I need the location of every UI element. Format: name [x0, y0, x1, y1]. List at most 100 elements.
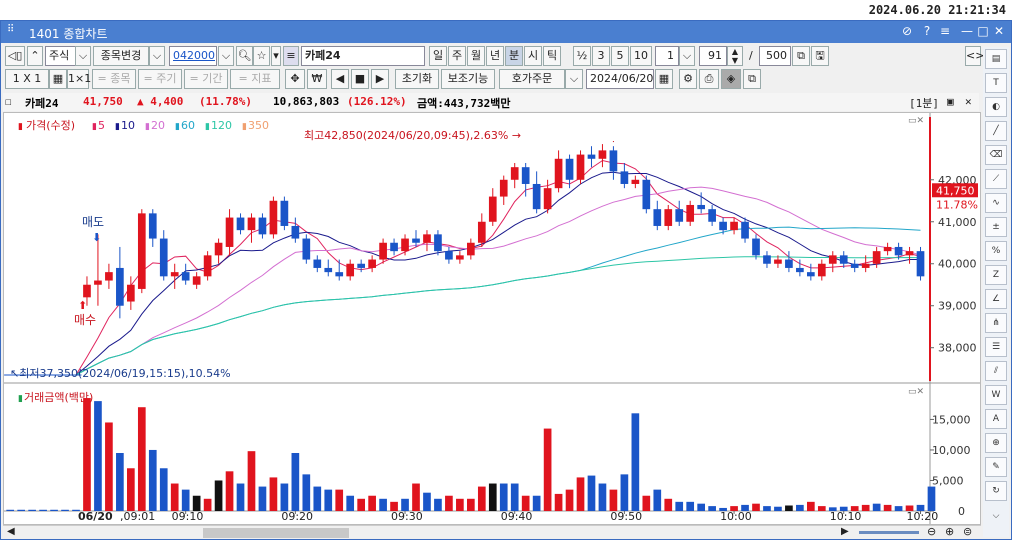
- tool-note-icon[interactable]: ✎: [985, 457, 1007, 477]
- max-count-input[interactable]: 500: [759, 46, 791, 66]
- title-bar[interactable]: ⠿ 1401 종합차트 ⊘ ? ≡ — □ ✕: [1, 21, 1011, 43]
- tool-text-icon[interactable]: A: [985, 409, 1007, 429]
- maximize-icon[interactable]: □: [977, 24, 989, 38]
- expand-panel-icon[interactable]: <>: [965, 46, 984, 66]
- order-button[interactable]: 호가주문: [499, 69, 565, 89]
- grid-icon[interactable]: ▦: [49, 69, 67, 89]
- panel-max-icon[interactable]: ▣: [947, 95, 954, 108]
- volume-bar: [137, 407, 146, 511]
- tool-channel-icon[interactable]: ⫽: [985, 361, 1007, 381]
- scroll-left-icon[interactable]: ◀: [7, 526, 15, 537]
- period-year-button[interactable]: 년: [486, 46, 504, 66]
- help-icon[interactable]: ?: [923, 24, 931, 38]
- won-icon[interactable]: ₩: [307, 69, 327, 89]
- tool-zigzag-icon[interactable]: Z: [985, 265, 1007, 285]
- tool-line-icon[interactable]: ╱: [985, 121, 1007, 141]
- code-dropdown-icon[interactable]: ⌵: [218, 46, 234, 66]
- tool-tool-icon[interactable]: T: [985, 73, 1007, 93]
- panel-close-icon[interactable]: ✕: [965, 95, 972, 108]
- tool-scroll-down-icon[interactable]: ⌵: [992, 511, 1000, 521]
- tool-wave-icon[interactable]: ∿: [985, 193, 1007, 213]
- change-stock-button[interactable]: 종목변경: [93, 46, 149, 66]
- period-tick-button[interactable]: 틱: [543, 46, 561, 66]
- layers-icon[interactable]: ◈: [721, 69, 741, 89]
- item-button[interactable]: = 종목: [92, 69, 136, 89]
- tool-refresh-icon[interactable]: ↻: [985, 481, 1007, 501]
- change-dropdown-icon[interactable]: ⌵: [149, 46, 165, 66]
- tool-tray-icon[interactable]: ▤: [985, 49, 1007, 69]
- prev-icon[interactable]: ◀: [331, 69, 349, 89]
- menu-icon[interactable]: ≡: [939, 24, 951, 38]
- stock-name-field[interactable]: 카페24: [301, 46, 425, 66]
- collapse-up-icon[interactable]: ⌃: [27, 46, 43, 66]
- settings-icon[interactable]: ⚙: [679, 69, 697, 89]
- indicator-button[interactable]: = 지표: [230, 69, 280, 89]
- zoom-in-icon[interactable]: ⊕: [945, 525, 955, 538]
- new-window-icon[interactable]: ⧉: [743, 69, 761, 89]
- tool-plus-icon[interactable]: ±: [985, 217, 1007, 237]
- checkbox-icon[interactable]: ☐: [5, 95, 12, 108]
- drawing-toolbox: ▤ T ◐ ╱ ⌫ ⟋ ∿ ± % Z ∠ ⋔ ☰ ⫽ W A ⊕ ✎ ↻ ⌵: [983, 47, 1009, 537]
- market-dropdown-icon[interactable]: ⌵: [75, 46, 91, 66]
- minimize-icon[interactable]: —: [961, 24, 973, 38]
- star-dropdown-icon[interactable]: ▾: [271, 46, 281, 66]
- save-icon[interactable]: 🖫︎: [811, 46, 829, 66]
- grid-1x1-button[interactable]: 1×1: [67, 69, 91, 89]
- tool-pattern-icon[interactable]: W: [985, 385, 1007, 405]
- tool-fib-icon[interactable]: %: [985, 241, 1007, 261]
- period-week-button[interactable]: 주: [448, 46, 466, 66]
- zoom-slider[interactable]: [859, 531, 919, 534]
- volume-legend-marker: ▮: [18, 394, 23, 404]
- interval-input[interactable]: 1: [655, 46, 679, 66]
- scroll-thumb[interactable]: [203, 528, 349, 538]
- tool-levels-icon[interactable]: ☰: [985, 337, 1007, 357]
- add-window-icon[interactable]: ⧉: [792, 46, 810, 66]
- interval-10-button[interactable]: 10: [630, 46, 652, 66]
- candle-body: [730, 221, 738, 231]
- next-icon[interactable]: ▶: [371, 69, 389, 89]
- count-input[interactable]: 91: [699, 46, 727, 66]
- volume-bar: [127, 468, 135, 511]
- close-icon[interactable]: ✕: [993, 24, 1005, 38]
- xtick-label-date: 06/20: [78, 510, 113, 523]
- chart-svg[interactable]: ▮ 가격(수정) ▮ 5 ▮ 10 ▮ 20 ▮ 60 ▮ 120 ▮ 350▮ 거래금액(백만)▭✕▭✕4…: [0, 113, 980, 524]
- stop-icon[interactable]: ■: [351, 69, 369, 89]
- interval-half-button[interactable]: ½: [573, 46, 591, 66]
- tool-contrast-icon[interactable]: ◐: [985, 97, 1007, 117]
- panel-toggle-button[interactable]: ◁▯: [5, 46, 25, 66]
- cycle-button[interactable]: = 주기: [138, 69, 182, 89]
- tool-eraser-icon[interactable]: ⌫: [985, 145, 1007, 165]
- link-icon[interactable]: ⊘: [901, 24, 913, 38]
- tool-trendline-icon[interactable]: ⟋: [985, 169, 1007, 189]
- tool-angle-icon[interactable]: ∠: [985, 289, 1007, 309]
- layout-button[interactable]: 1 X 1: [5, 69, 49, 89]
- search-icon[interactable]: 🔍︎: [236, 46, 253, 66]
- tool-fan-icon[interactable]: ⋔: [985, 313, 1007, 333]
- interval-dropdown-icon[interactable]: ⌵: [679, 46, 695, 66]
- date-input[interactable]: 2024/06/20: [586, 69, 654, 89]
- chart-area[interactable]: ▮ 가격(수정) ▮ 5 ▮ 10 ▮ 20 ▮ 60 ▮ 120 ▮ 350 ▮ 거래금액(백만) ▭✕ ▭✕ 4…: [0, 112, 981, 525]
- stock-code-input[interactable]: 042000: [169, 46, 217, 66]
- period-day-button[interactable]: 일: [429, 46, 447, 66]
- period-hour-button[interactable]: 시: [524, 46, 542, 66]
- zoom-out-icon[interactable]: ⊖: [927, 525, 937, 538]
- order-dropdown-icon[interactable]: ⌵: [565, 69, 583, 89]
- legend-item-60: 60: [181, 119, 195, 132]
- count-stepper[interactable]: ▲ ▼: [727, 46, 743, 66]
- move-icon[interactable]: ✥: [285, 69, 305, 89]
- scroll-right-icon[interactable]: ▶: [841, 526, 849, 537]
- aux-function-button[interactable]: 보조기능: [441, 69, 495, 89]
- zoom-fit-icon[interactable]: ⊜: [963, 525, 973, 538]
- star-icon[interactable]: ☆: [253, 46, 270, 66]
- period-month-button[interactable]: 월: [467, 46, 485, 66]
- period-minute-button[interactable]: 분: [505, 46, 523, 66]
- range-button[interactable]: = 기간: [184, 69, 228, 89]
- reset-button[interactable]: 초기화: [395, 69, 439, 89]
- print-icon[interactable]: ⎙: [699, 69, 719, 89]
- interval-3-button[interactable]: 3: [592, 46, 610, 66]
- tool-zoom-icon[interactable]: ⊕: [985, 433, 1007, 453]
- chart-scrollbar[interactable]: ◀ ▶ ⊖ ⊕ ⊜: [3, 525, 981, 539]
- interval-5-button[interactable]: 5: [611, 46, 629, 66]
- stock-info-icon[interactable]: ≡: [283, 46, 299, 66]
- calendar-icon[interactable]: ▦: [655, 69, 673, 89]
